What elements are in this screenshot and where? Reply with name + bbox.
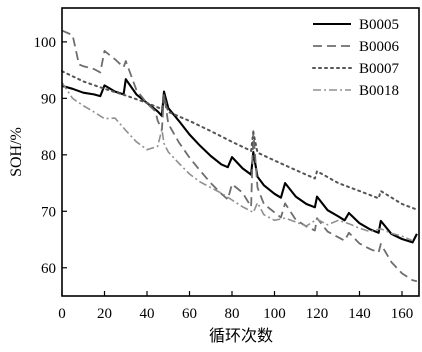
y-tick-label: 100: [34, 35, 57, 51]
x-tick-label: 20: [97, 306, 112, 322]
legend-label-b0007: B0007: [359, 61, 400, 77]
x-tick-label: 120: [306, 306, 329, 322]
y-tick-label: 70: [41, 204, 56, 220]
series-line-b0006: [61, 29, 418, 283]
legend: B0005 B0006 B0007 B0018: [312, 17, 400, 99]
x-tick-label: 0: [58, 306, 66, 322]
x-tick-label: 140: [348, 306, 371, 322]
y-tick-label: 90: [41, 91, 56, 107]
x-ticks: 0 20 40 60 80 100 120 140 160: [58, 291, 413, 322]
x-tick-label: 60: [182, 306, 197, 322]
plot-frame: [61, 7, 420, 297]
y-ticks: 60 70 80 90 100: [34, 35, 67, 277]
x-tick-label: 160: [391, 306, 414, 322]
x-tick-label: 80: [225, 306, 240, 322]
legend-label-b0005: B0005: [359, 17, 399, 33]
y-axis-label: SOH/%: [8, 127, 25, 177]
x-tick-label: 100: [263, 306, 286, 322]
series-line-b0018: [61, 82, 413, 242]
y-tick-label: 60: [41, 261, 56, 277]
legend-label-b0006: B0006: [359, 39, 400, 55]
series-line-b0005: [61, 78, 418, 244]
x-axis-label: 循环次数: [209, 327, 273, 345]
legend-label-b0018: B0018: [359, 83, 399, 99]
y-tick-label: 80: [41, 148, 56, 164]
x-tick-label: 40: [140, 306, 155, 322]
series-group: [61, 29, 418, 283]
